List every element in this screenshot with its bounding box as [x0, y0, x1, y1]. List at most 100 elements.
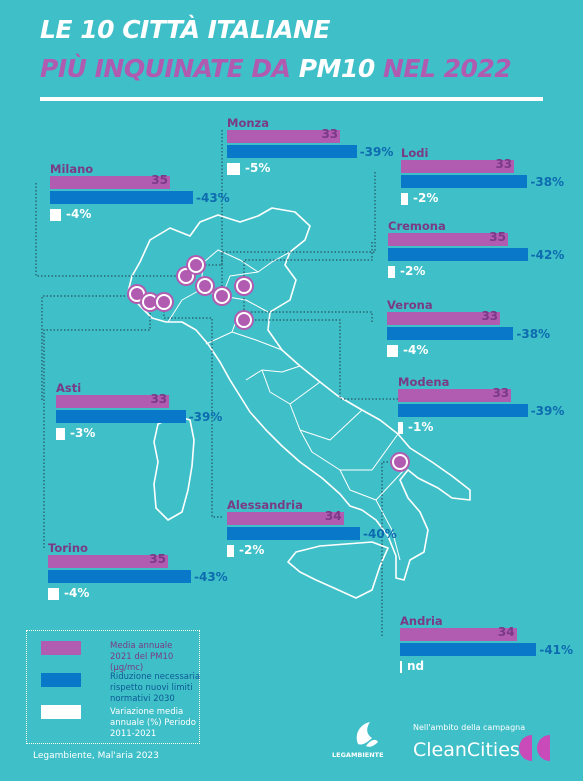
bar-reduction-torino — [48, 570, 191, 583]
title-rule — [40, 97, 543, 101]
city-name-verona: Verona — [387, 298, 433, 312]
city-name-milano: Milano — [50, 162, 94, 176]
label-reduction-verona: -38% — [516, 327, 551, 341]
label-pm10-milano: 35 — [151, 173, 168, 187]
label-reduction-milano: -43% — [196, 191, 230, 205]
label-reduction-alessandria: -40% — [363, 527, 397, 541]
bar-pm10-lodi — [401, 160, 515, 173]
bar-variation-milano — [50, 209, 61, 221]
label-reduction-cremona: -42% — [530, 248, 565, 262]
city-name-cremona: Cremona — [388, 219, 446, 233]
bar-variation-cremona — [388, 266, 395, 278]
title-line-2-a: PIÙ INQUINATE DA — [40, 54, 299, 83]
label-pm10-lodi: 33 — [495, 157, 513, 171]
label-pm10-cremona: 35 — [489, 230, 506, 244]
label-variation-alessandria: -2% — [239, 543, 265, 557]
title-line-2-c: NEL 2022 — [374, 54, 512, 83]
bar-pm10-cremona — [388, 233, 508, 246]
bar-reduction-lodi — [401, 175, 528, 188]
city-marker — [212, 286, 232, 306]
bar-variation-monza — [227, 163, 240, 175]
label-variation-modena: -1% — [408, 420, 434, 434]
source-note: Legambiente, Mal'aria 2023 — [33, 751, 159, 761]
label-reduction-lodi: -38% — [530, 175, 565, 189]
label-variation-monza: -5% — [245, 161, 271, 175]
city-name-torino: Torino — [48, 541, 88, 555]
cleancities-logo-mark — [519, 735, 550, 761]
city-marker — [234, 276, 254, 296]
bar-pm10-alessandria — [227, 512, 344, 525]
bar-pm10-monza — [227, 130, 341, 143]
leader-lodi — [221, 172, 376, 292]
label-variation-milano: -4% — [66, 207, 92, 221]
label-pm10-torino: 35 — [149, 552, 166, 566]
label-variation-torino: -4% — [64, 586, 90, 600]
legambiente-logo — [356, 722, 378, 747]
label-variation-asti: -3% — [70, 426, 96, 440]
label-pm10-monza: 33 — [321, 127, 339, 141]
sicily-outline — [287, 541, 389, 599]
label-pm10-asti: 33 — [150, 392, 168, 406]
leader-cremona — [243, 242, 373, 286]
leader-torino — [43, 302, 151, 548]
legend-swatch-variation — [41, 705, 81, 719]
label-reduction-torino: -43% — [194, 570, 228, 584]
bar-variation-alessandria — [227, 545, 234, 557]
bar-variation-andria — [400, 661, 402, 673]
city-name-asti: Asti — [56, 381, 82, 395]
city-marker — [195, 276, 215, 296]
legend: Media annuale 2021 del PM10 (µg/mc) Ridu… — [26, 630, 200, 744]
legambiente-logo-text: LEGAMBIENTE — [332, 751, 384, 759]
leader-verona — [243, 286, 373, 322]
bar-pm10-andria — [400, 628, 517, 641]
bar-reduction-modena — [398, 404, 528, 417]
label-variation-verona: -4% — [403, 343, 429, 357]
bar-pm10-asti — [56, 395, 170, 408]
label-pm10-andria: 34 — [497, 625, 515, 639]
leader-milano — [35, 183, 186, 277]
bar-pm10-milano — [50, 176, 170, 189]
label-reduction-monza: -39% — [359, 145, 394, 159]
legend-label-variation: Variazione media annuale (%) Periodo 201… — [110, 707, 196, 739]
city-marker — [186, 255, 206, 275]
campaign-note: Nell'ambito della campagna — [413, 723, 526, 732]
legend-label-pm10: Media annuale 2021 del PM10 (µg/mc) — [110, 641, 174, 673]
city-marker — [234, 310, 254, 330]
title-line-2-pm10: PM10 — [298, 54, 376, 83]
label-pm10-modena: 33 — [492, 386, 510, 400]
city-name-alessandria: Alessandria — [227, 498, 303, 512]
label-reduction-andria: -41% — [539, 643, 574, 657]
bar-reduction-milano — [50, 191, 193, 204]
bar-variation-asti — [56, 428, 65, 440]
bar-variation-lodi — [401, 193, 408, 205]
label-pm10-alessandria: 34 — [324, 509, 342, 523]
italy-mainland-outline — [127, 207, 471, 581]
city-name-andria: Andria — [400, 614, 443, 628]
legend-swatch-pm10 — [41, 641, 81, 655]
city-marker — [390, 452, 410, 472]
bar-reduction-alessandria — [227, 527, 361, 540]
bar-variation-verona — [387, 345, 398, 357]
title-line-2: PIÙ INQUINATE DA PM10 NEL 2022 — [40, 54, 512, 83]
bar-variation-torino — [48, 588, 59, 600]
city-marker — [154, 292, 174, 312]
label-variation-cremona: -2% — [400, 264, 426, 278]
bar-pm10-verona — [387, 312, 501, 325]
title-line-1: LE 10 CITTÀ ITALIANE — [40, 15, 331, 44]
bar-pm10-modena — [398, 389, 512, 402]
city-name-lodi: Lodi — [401, 146, 429, 160]
bar-reduction-monza — [227, 145, 357, 158]
bar-reduction-verona — [387, 327, 514, 340]
bar-reduction-asti — [56, 410, 186, 423]
bar-variation-modena — [398, 422, 403, 434]
leader-asti — [41, 295, 138, 400]
label-pm10-verona: 33 — [481, 309, 499, 323]
legend-label-reduction: Riduzione necessaria rispetto nuovi limi… — [110, 672, 201, 704]
bar-reduction-andria — [400, 643, 537, 656]
cleancities-logo-text: CleanCities — [413, 739, 520, 761]
bar-reduction-cremona — [388, 248, 528, 261]
leader-modena — [244, 319, 398, 400]
sardinia-outline — [153, 415, 195, 521]
legend-swatch-reduction — [41, 673, 81, 687]
